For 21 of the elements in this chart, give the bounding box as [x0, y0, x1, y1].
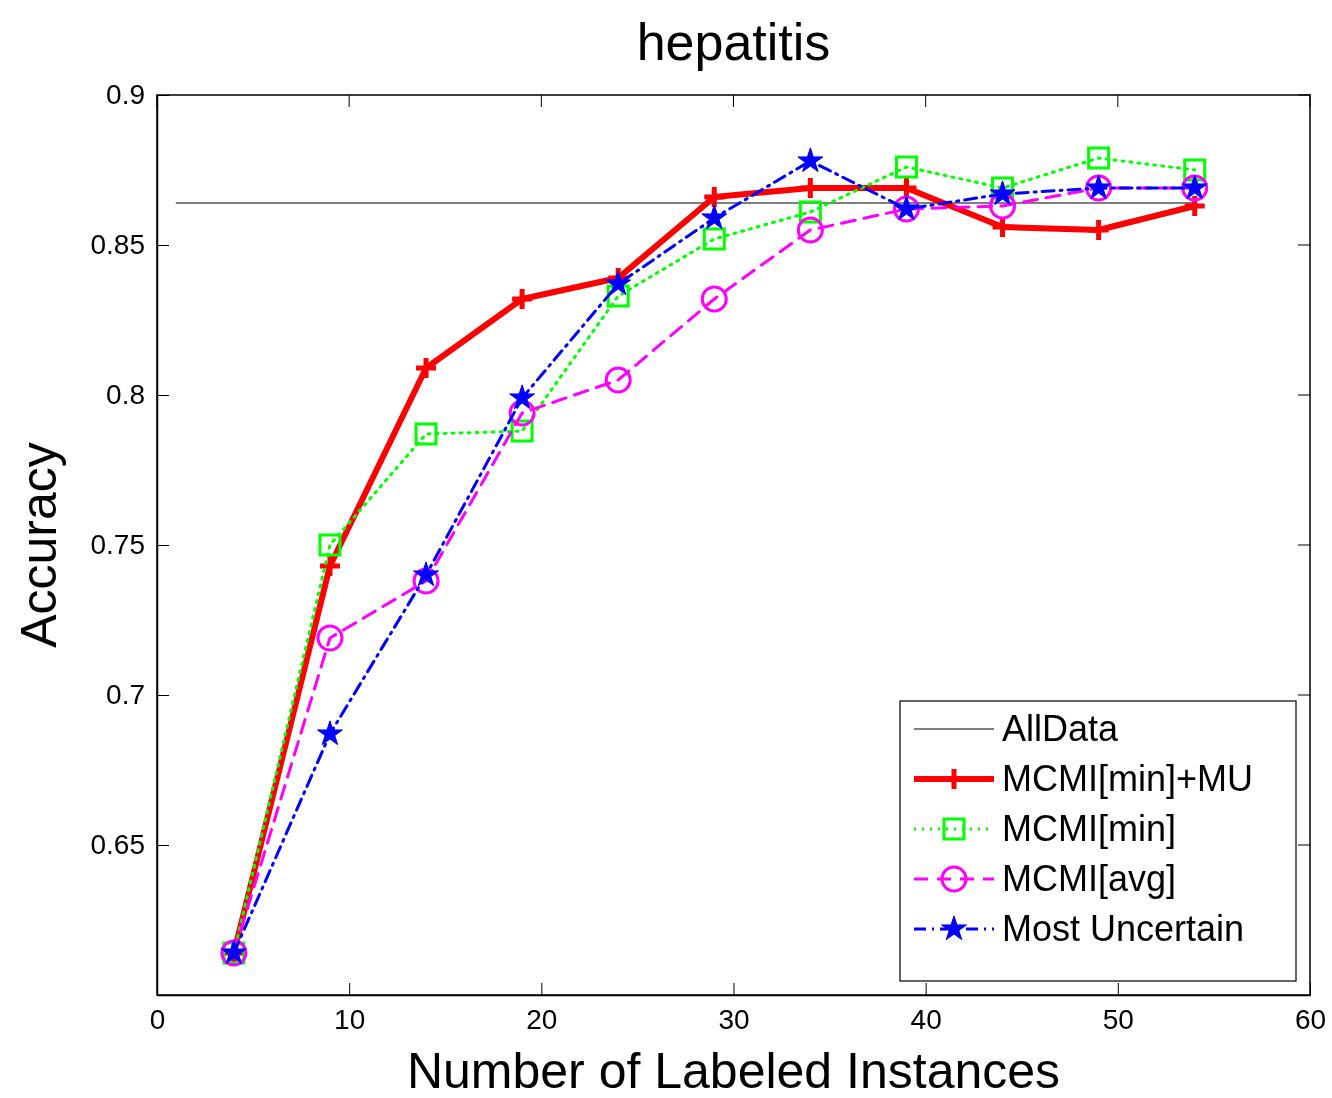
x-axis-title: Number of Labeled Instances [406, 1043, 1061, 1098]
y-tick-label: 0.9 [106, 79, 145, 111]
x-tick-label: 40 [910, 1003, 942, 1035]
legend-label: AllData [1002, 708, 1120, 749]
x-tick-label: 60 [1294, 1003, 1327, 1035]
y-tick-label: 0.8 [106, 379, 145, 411]
x-tick-label: 0 [149, 1003, 166, 1035]
y-tick-label: 0.7 [106, 679, 145, 711]
legend-label: MCMI[min] [1002, 808, 1176, 849]
y-tick-label: 0.75 [90, 529, 145, 561]
x-tick-label: 30 [718, 1003, 750, 1035]
legend-label: MCMI[avg] [1002, 858, 1177, 899]
legend-label: Most Uncertain [1002, 908, 1245, 949]
legend-label: MCMI[min]+MU [1002, 758, 1253, 799]
x-tick-label: 10 [334, 1003, 366, 1035]
x-tick-label: 20 [526, 1003, 558, 1035]
x-tick-label: 50 [1102, 1003, 1134, 1035]
chart-title: hepatitis [636, 13, 831, 71]
y-axis-title: Accuracy [11, 442, 67, 648]
y-tick-label: 0.65 [90, 829, 145, 861]
y-tick-label: 0.85 [90, 229, 145, 261]
